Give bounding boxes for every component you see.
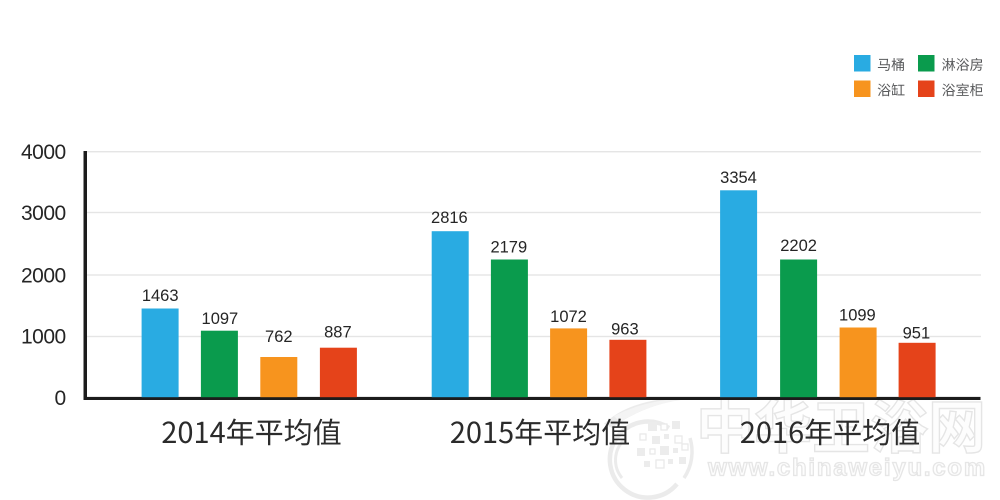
svg-text:2816: 2816: [431, 209, 468, 227]
svg-text:887: 887: [324, 324, 352, 342]
svg-text:4000: 4000: [21, 141, 66, 164]
svg-text:3000: 3000: [21, 202, 66, 225]
svg-text:www.chinaweiyu.com: www.chinaweiyu.com: [707, 455, 987, 482]
svg-text:1072: 1072: [550, 308, 587, 326]
svg-text:2000: 2000: [21, 264, 66, 287]
svg-text:762: 762: [265, 328, 293, 346]
svg-text:1463: 1463: [142, 287, 179, 305]
svg-text:1099: 1099: [839, 306, 876, 324]
svg-text:2202: 2202: [780, 237, 817, 255]
svg-text:3354: 3354: [720, 169, 757, 187]
svg-text:963: 963: [611, 320, 639, 338]
svg-text:2179: 2179: [490, 239, 527, 257]
svg-text:1097: 1097: [202, 310, 239, 328]
svg-text:951: 951: [903, 324, 931, 342]
svg-text:0: 0: [55, 387, 66, 410]
svg-text:1000: 1000: [21, 325, 66, 348]
